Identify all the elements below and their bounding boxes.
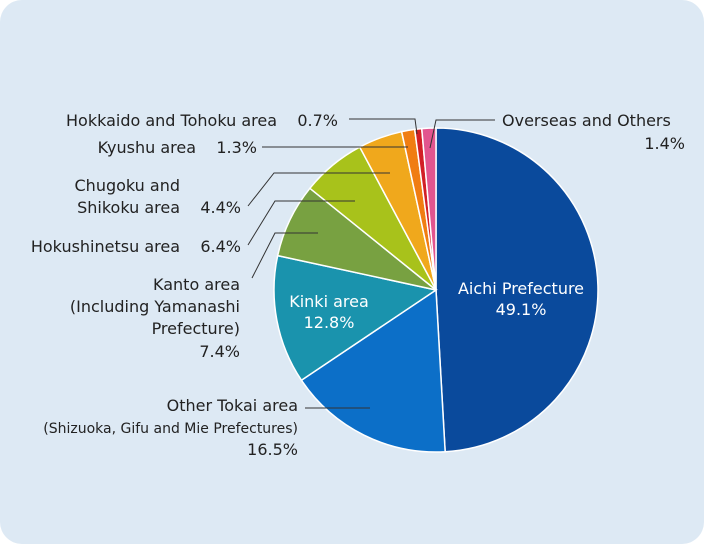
slice-label-kanto-line1: Kanto area — [153, 275, 240, 294]
leader-line-hokkaido — [349, 118, 418, 135]
leader-line-hokushinetsu — [247, 200, 355, 246]
slice-value-kinki: 12.8% — [304, 313, 355, 332]
slice-value-hokushinetsu: 6.4% — [200, 237, 241, 256]
slice-label-aichi: Aichi Prefecture — [458, 279, 584, 298]
leader-line-kanto — [251, 232, 318, 279]
slice-label-hokushinetsu: Hokushinetsu area — [31, 237, 180, 256]
pie-slice-kinki — [273, 254, 438, 382]
slice-label-chugoku-line2: Shikoku area — [77, 198, 180, 217]
leader-lines — [247, 118, 495, 409]
leader-line-overseas — [429, 119, 495, 149]
slice-label-hokkaido: Hokkaido and Tohoku area — [66, 111, 277, 130]
slice-label-kanto-line3: Prefecture) — [152, 319, 240, 338]
slice-label-kanto-line2: (Including Yamanashi — [70, 297, 240, 316]
slice-value-kyushu: 1.3% — [216, 138, 257, 157]
slice-label-chugoku-line1: Chugoku and — [75, 176, 181, 195]
pie-slice-other-tokai — [300, 288, 446, 453]
slice-label-kinki: Kinki area — [289, 292, 369, 311]
slice-label-overseas: Overseas and Others — [502, 111, 671, 130]
slice-label-kyushu: Kyushu area — [98, 138, 196, 157]
slice-value-other-tokai: 16.5% — [247, 440, 298, 459]
slice-value-overseas: 1.4% — [644, 134, 685, 153]
slice-value-hokkaido: 0.7% — [297, 111, 338, 130]
slice-value-chugoku: 4.4% — [200, 198, 241, 217]
slice-label-other-tokai-line2: (Shizuoka, Gifu and Mie Prefectures) — [43, 421, 298, 437]
slice-value-kanto: 7.4% — [199, 342, 240, 361]
leader-line-chugoku — [247, 172, 390, 207]
slice-label-other-tokai-line1: Other Tokai area — [167, 396, 298, 415]
pie-slice-overseas — [420, 127, 437, 291]
pie-slice-aichi — [435, 127, 599, 453]
slice-value-aichi: 49.1% — [496, 300, 547, 319]
pie-slices — [273, 127, 599, 453]
